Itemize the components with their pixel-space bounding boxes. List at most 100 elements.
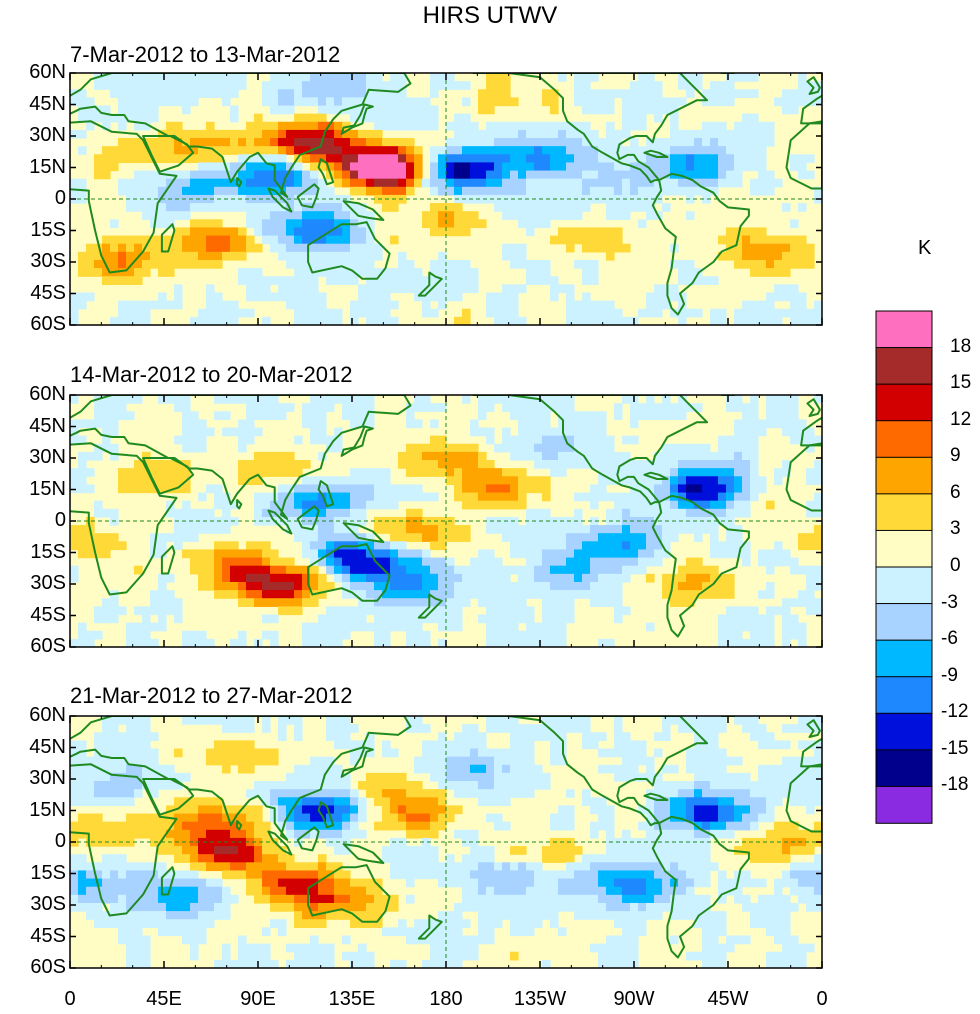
anomaly-cell (278, 251, 287, 261)
anomaly-cell (254, 789, 263, 798)
anomaly-cell (494, 186, 503, 196)
anomaly-cell (414, 854, 423, 863)
anomaly-cell (782, 606, 791, 616)
anomaly-cell (414, 813, 423, 823)
anomaly-cell (150, 178, 159, 188)
anomaly-cell (438, 251, 447, 261)
anomaly-cell (414, 121, 423, 131)
anomaly-cell (742, 146, 751, 155)
anomaly-cell (534, 878, 543, 888)
anomaly-cell (422, 178, 431, 188)
anomaly-cell (462, 590, 471, 599)
anomaly-cell (238, 565, 247, 575)
anomaly-cell (654, 846, 663, 855)
anomaly-cell (174, 129, 183, 139)
anomaly-cell (806, 533, 815, 542)
anomaly-cell (462, 829, 471, 839)
anomaly-cell (518, 772, 527, 782)
anomaly-cell (262, 862, 271, 872)
anomaly-cell (454, 789, 463, 798)
anomaly-cell (342, 805, 351, 815)
anomaly-cell (462, 395, 471, 404)
anomaly-cell (158, 129, 167, 139)
anomaly-cell (126, 789, 135, 798)
anomaly-cell (230, 308, 239, 318)
anomaly-cell (494, 170, 503, 180)
anomaly-cell (518, 573, 527, 583)
anomaly-cell (198, 516, 207, 526)
anomaly-cell (254, 756, 263, 766)
anomaly-cell (414, 821, 423, 831)
anomaly-cell (382, 740, 391, 750)
anomaly-cell (318, 251, 327, 261)
anomaly-cell (510, 525, 519, 534)
anomaly-cell (206, 484, 215, 494)
anomaly-cell (806, 716, 815, 725)
anomaly-cell (590, 89, 599, 98)
anomaly-cell (222, 829, 231, 839)
anomaly-cell (470, 129, 479, 139)
anomaly-cell (534, 638, 543, 647)
anomaly-cell (398, 268, 407, 277)
anomaly-cell (702, 748, 711, 758)
anomaly-cell (326, 622, 335, 632)
anomaly-cell (734, 73, 743, 82)
anomaly-cell (406, 468, 415, 477)
anomaly-cell (270, 89, 279, 98)
anomaly-cell (262, 292, 271, 302)
anomaly-cell (686, 460, 695, 469)
anomaly-cell (358, 557, 367, 567)
anomaly-cell (798, 638, 807, 647)
anomaly-cell (478, 854, 487, 863)
anomaly-cell (366, 146, 375, 155)
anomaly-cell (526, 781, 535, 790)
anomaly-cell (654, 468, 663, 477)
anomaly-cell (470, 878, 479, 888)
anomaly-cell (574, 89, 583, 98)
anomaly-cell (646, 756, 655, 766)
anomaly-cell (750, 411, 759, 420)
anomaly-cell (654, 500, 663, 510)
anomaly-cell (502, 581, 511, 591)
anomaly-cell (182, 813, 191, 823)
anomaly-cell (134, 243, 143, 253)
anomaly-cell (758, 419, 767, 429)
anomaly-cell (78, 186, 87, 196)
anomaly-cell (86, 419, 95, 429)
anomaly-cell (174, 541, 183, 551)
anomaly-cell (318, 146, 327, 155)
anomaly-cell (358, 211, 367, 220)
anomaly-cell (630, 170, 639, 180)
anomaly-cell (382, 622, 391, 632)
anomaly-cell (582, 268, 591, 277)
anomaly-cell (422, 590, 431, 599)
anomaly-cell (622, 500, 631, 510)
anomaly-cell (326, 797, 335, 807)
anomaly-cell (550, 533, 559, 542)
anomaly-cell (558, 573, 567, 583)
anomaly-cell (326, 89, 335, 98)
anomaly-cell (606, 178, 615, 188)
anomaly-cell (262, 316, 271, 325)
anomaly-cell (350, 419, 359, 429)
anomaly-cell (414, 443, 423, 453)
anomaly-cell (470, 468, 479, 477)
anomaly-cell (502, 395, 511, 404)
anomaly-cell (718, 492, 727, 502)
anomaly-cell (70, 565, 79, 575)
anomaly-cell (782, 284, 791, 294)
anomaly-cell (398, 870, 407, 880)
anomaly-cell (702, 460, 711, 469)
anomaly-cell (206, 203, 215, 212)
anomaly-cell (318, 243, 327, 253)
anomaly-cell (518, 403, 527, 412)
anomaly-cell (366, 178, 375, 188)
anomaly-cell (726, 451, 735, 461)
anomaly-cell (278, 821, 287, 831)
anomaly-cell (662, 451, 671, 461)
anomaly-cell (654, 81, 663, 90)
anomaly-cell (590, 549, 599, 559)
anomaly-cell (774, 846, 783, 855)
anomaly-cell (542, 138, 551, 147)
anomaly-cell (510, 121, 519, 131)
